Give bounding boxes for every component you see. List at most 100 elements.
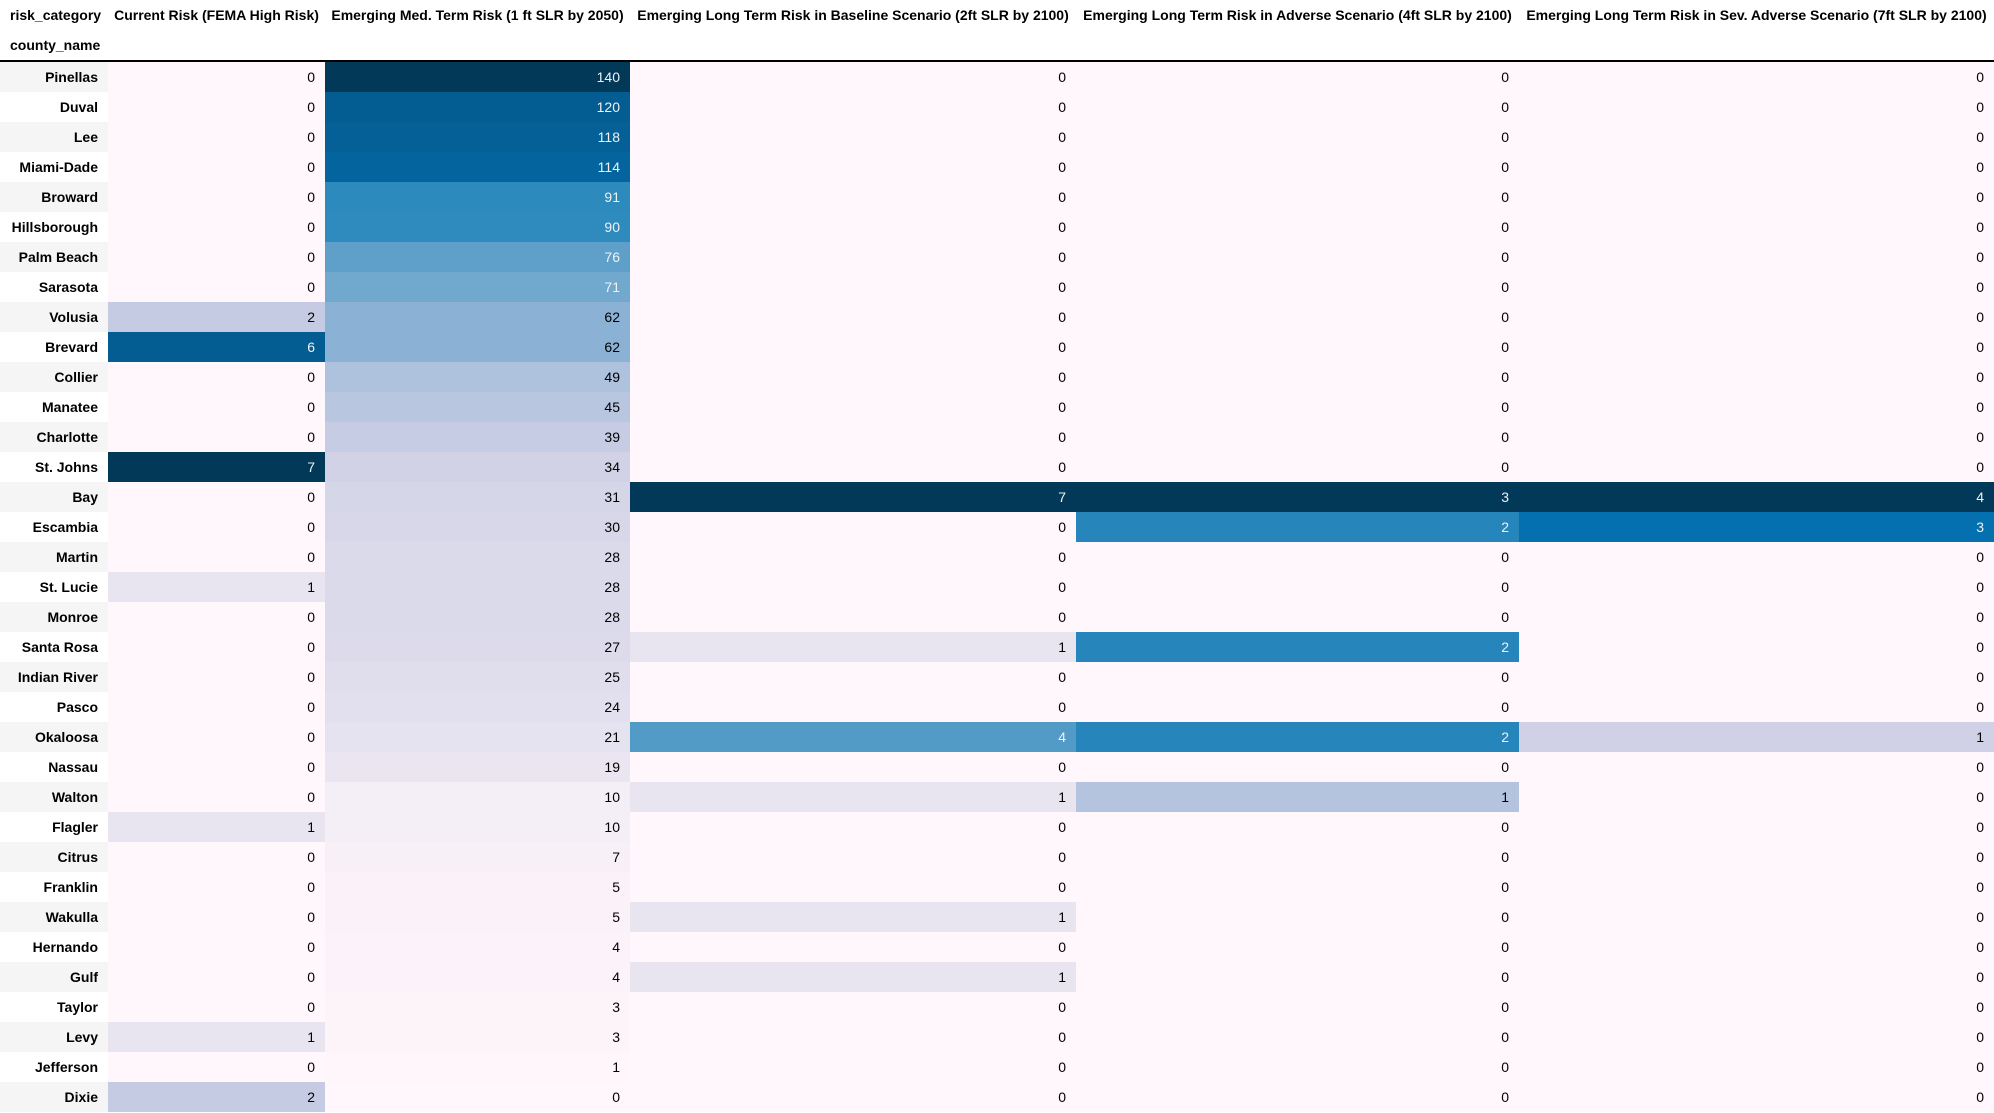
heatmap-cell: 0 — [108, 392, 325, 422]
heatmap-cell: 0 — [630, 1052, 1076, 1082]
heatmap-cell: 0 — [630, 452, 1076, 482]
heatmap-cell: 0 — [630, 872, 1076, 902]
heatmap-cell: 0 — [108, 782, 325, 812]
heatmap-cell: 0 — [1519, 932, 1994, 962]
heatmap-cell: 10 — [325, 782, 630, 812]
heatmap-cell: 0 — [108, 992, 325, 1022]
columns-axis-label: risk_category — [0, 0, 108, 30]
row-header-jefferson: Jefferson — [0, 1052, 108, 1082]
heatmap-cell: 1 — [325, 1052, 630, 1082]
table-row: Charlotte 0 39 0 0 0 — [0, 422, 1994, 452]
heatmap-cell: 0 — [1519, 362, 1994, 392]
heatmap-cell: 0 — [108, 182, 325, 212]
heatmap-cell: 0 — [1076, 152, 1519, 182]
heatmap-cell: 0 — [630, 272, 1076, 302]
column-header-current-risk: Current Risk (FEMA High Risk) — [108, 0, 325, 30]
heatmap-cell: 0 — [1076, 272, 1519, 302]
heatmap-cell: 0 — [1519, 61, 1994, 92]
table-row: St. Johns 7 34 0 0 0 — [0, 452, 1994, 482]
table-row: Okaloosa 0 21 4 2 1 — [0, 722, 1994, 752]
table-row: Pinellas 0 140 0 0 0 — [0, 61, 1994, 92]
row-header-st-johns: St. Johns — [0, 452, 108, 482]
heatmap-cell: 0 — [1076, 962, 1519, 992]
heatmap-cell: 0 — [1519, 812, 1994, 842]
heatmap-cell: 6 — [108, 332, 325, 362]
heatmap-cell: 0 — [1519, 422, 1994, 452]
table-row: Sarasota 0 71 0 0 0 — [0, 272, 1994, 302]
heatmap-cell: 30 — [325, 512, 630, 542]
heatmap-cell: 0 — [1519, 332, 1994, 362]
table-row: Dixie 2 0 0 0 0 — [0, 1082, 1994, 1112]
table-row: Broward 0 91 0 0 0 — [0, 182, 1994, 212]
heatmap-cell: 0 — [630, 61, 1076, 92]
heatmap-cell: 0 — [1519, 692, 1994, 722]
heatmap-cell: 0 — [108, 1052, 325, 1082]
row-header-dixie: Dixie — [0, 1082, 108, 1112]
heatmap-cell: 5 — [325, 872, 630, 902]
heatmap-cell: 3 — [325, 1022, 630, 1052]
heatmap-cell: 0 — [108, 962, 325, 992]
heatmap-cell: 28 — [325, 572, 630, 602]
heatmap-cell: 3 — [1519, 512, 1994, 542]
table-row: Walton 0 10 1 1 0 — [0, 782, 1994, 812]
heatmap-cell: 3 — [325, 992, 630, 1022]
heatmap-cell: 0 — [1519, 662, 1994, 692]
table-row: Citrus 0 7 0 0 0 — [0, 842, 1994, 872]
table-header: risk_category Current Risk (FEMA High Ri… — [0, 0, 1994, 62]
heatmap-cell: 0 — [1076, 1022, 1519, 1052]
table-row: Miami-Dade 0 114 0 0 0 — [0, 152, 1994, 182]
heatmap-cell: 49 — [325, 362, 630, 392]
row-header-hernando: Hernando — [0, 932, 108, 962]
heatmap-cell: 0 — [630, 542, 1076, 572]
heatmap-cell: 4 — [325, 932, 630, 962]
heatmap-cell: 0 — [108, 662, 325, 692]
heatmap-cell: 0 — [1076, 902, 1519, 932]
heatmap-cell: 0 — [1076, 452, 1519, 482]
heatmap-cell: 4 — [630, 722, 1076, 752]
heatmap-cell: 0 — [325, 1082, 630, 1112]
heatmap-cell: 0 — [630, 302, 1076, 332]
heatmap-cell: 0 — [108, 122, 325, 152]
row-header-citrus: Citrus — [0, 842, 108, 872]
column-header-med-term-risk: Emerging Med. Term Risk (1 ft SLR by 205… — [325, 0, 630, 30]
heatmap-cell: 0 — [108, 872, 325, 902]
heatmap-cell: 140 — [325, 61, 630, 92]
heatmap-cell: 2 — [108, 1082, 325, 1112]
heatmap-cell: 0 — [108, 692, 325, 722]
heatmap-cell: 1 — [630, 632, 1076, 662]
heatmap-cell: 0 — [1519, 182, 1994, 212]
heatmap-cell: 0 — [1076, 122, 1519, 152]
heatmap-cell: 0 — [108, 61, 325, 92]
row-header-sarasota: Sarasota — [0, 272, 108, 302]
blank-header-cell — [1519, 30, 1994, 62]
heatmap-cell: 10 — [325, 812, 630, 842]
heatmap-cell: 0 — [108, 752, 325, 782]
heatmap-cell: 0 — [1076, 61, 1519, 92]
heatmap-cell: 0 — [630, 92, 1076, 122]
heatmap-cell: 0 — [630, 212, 1076, 242]
blank-header-cell — [1076, 30, 1519, 62]
heatmap-cell: 0 — [108, 362, 325, 392]
heatmap-cell: 2 — [108, 302, 325, 332]
table-row: Volusia 2 62 0 0 0 — [0, 302, 1994, 332]
column-header-long-term-adverse: Emerging Long Term Risk in Adverse Scena… — [1076, 0, 1519, 30]
heatmap-cell: 0 — [1519, 92, 1994, 122]
heatmap-cell: 0 — [1076, 842, 1519, 872]
heatmap-cell: 1 — [630, 902, 1076, 932]
heatmap-cell: 0 — [630, 752, 1076, 782]
heatmap-cell: 0 — [630, 932, 1076, 962]
heatmap-cell: 0 — [1519, 542, 1994, 572]
row-header-duval: Duval — [0, 92, 108, 122]
heatmap-cell: 0 — [1519, 842, 1994, 872]
heatmap-cell: 2 — [1076, 632, 1519, 662]
row-header-taylor: Taylor — [0, 992, 108, 1022]
heatmap-cell: 0 — [108, 842, 325, 872]
heatmap-cell: 0 — [630, 242, 1076, 272]
heatmap-cell: 25 — [325, 662, 630, 692]
index-name-row: county_name — [0, 30, 1994, 62]
heatmap-cell: 0 — [1076, 992, 1519, 1022]
heatmap-cell: 39 — [325, 422, 630, 452]
table-row: Escambia 0 30 0 2 3 — [0, 512, 1994, 542]
heatmap-cell: 0 — [630, 842, 1076, 872]
row-header-charlotte: Charlotte — [0, 422, 108, 452]
